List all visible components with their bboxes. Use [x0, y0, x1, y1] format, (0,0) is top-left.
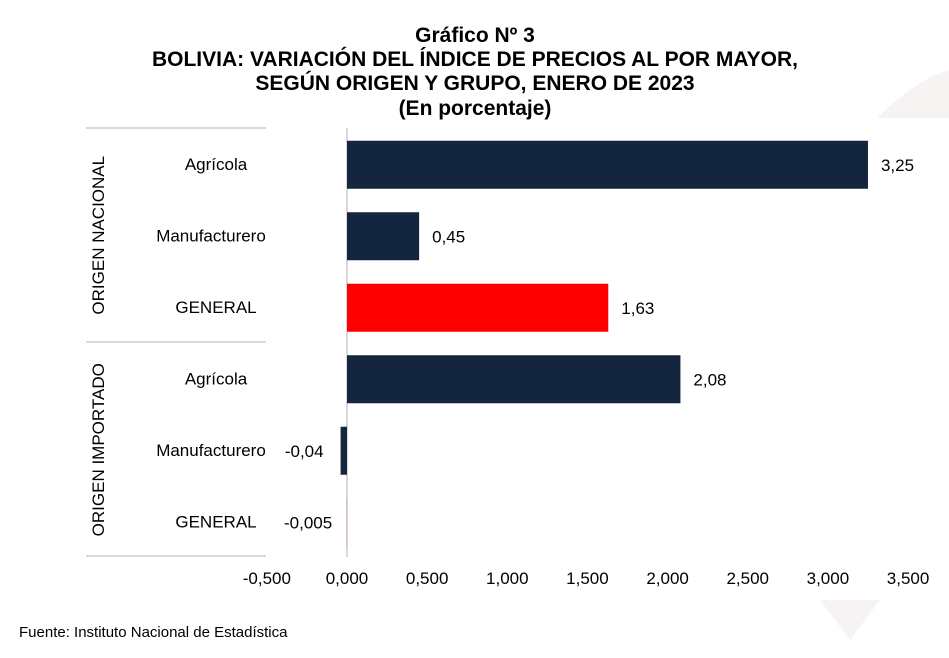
x-tick-label: 3,500: [887, 569, 930, 588]
bar: [340, 426, 347, 475]
data-label: 2,08: [693, 370, 726, 389]
category-label: Agrícola: [185, 369, 248, 388]
data-label: -0,005: [284, 513, 332, 532]
bar: [347, 212, 420, 261]
data-label: 0,45: [432, 227, 465, 246]
chart-title-line-1: Gráfico Nº 3: [415, 24, 535, 47]
data-label: 3,25: [881, 156, 914, 175]
x-tick-label: 2,500: [726, 569, 769, 588]
category-label: GENERAL: [175, 512, 256, 531]
source-note: Fuente: Instituto Nacional de Estadístic…: [19, 624, 288, 641]
category-label: Manufacturero: [156, 441, 266, 460]
category-label: Agrícola: [185, 155, 248, 174]
group-label: ORIGEN IMPORTADO: [89, 363, 108, 536]
chart-title-line-3: SEGÚN ORIGEN Y GRUPO, ENERO DE 2023: [255, 72, 695, 95]
x-tick-label: 1,500: [566, 569, 609, 588]
bar: [346, 498, 347, 547]
x-tick-label: 0,000: [326, 569, 369, 588]
x-tick-label: 3,000: [807, 569, 850, 588]
bar: [347, 355, 681, 404]
chart-title-line-2: BOLIVIA: VARIACIÓN DEL ÍNDICE DE PRECIOS…: [151, 48, 799, 71]
bar: [347, 283, 609, 332]
chart-subtitle: (En porcentaje): [398, 97, 552, 120]
category-label: Manufacturero: [156, 226, 266, 245]
x-tick-label: 2,000: [646, 569, 689, 588]
data-label: 1,63: [621, 299, 654, 318]
category-label: GENERAL: [175, 298, 256, 317]
x-tick-label: 1,000: [486, 569, 529, 588]
group-label: ORIGEN NACIONAL: [89, 156, 108, 315]
x-tick-label: -0,500: [243, 569, 291, 588]
bar: [347, 140, 868, 189]
x-tick-label: 0,500: [406, 569, 449, 588]
data-label: -0,04: [285, 442, 324, 461]
